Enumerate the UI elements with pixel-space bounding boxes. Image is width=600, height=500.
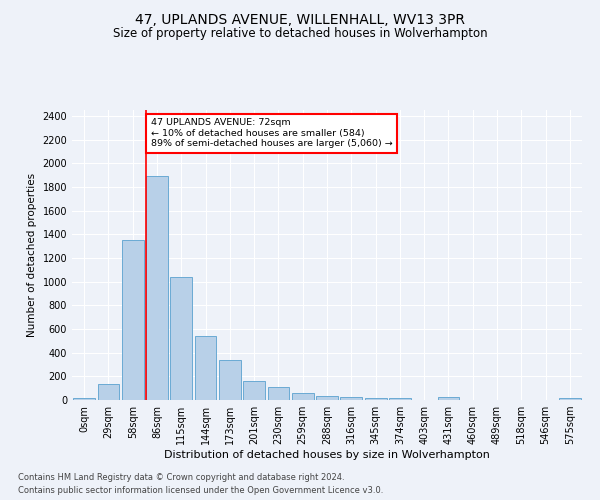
Bar bbox=[146, 176, 168, 400]
Bar bbox=[437, 397, 460, 400]
Bar bbox=[122, 240, 143, 400]
Y-axis label: Number of detached properties: Number of detached properties bbox=[27, 173, 37, 337]
Bar bbox=[389, 398, 411, 400]
Bar bbox=[97, 384, 119, 400]
Bar bbox=[292, 393, 314, 400]
Bar bbox=[194, 336, 217, 400]
Bar bbox=[219, 360, 241, 400]
Bar bbox=[316, 396, 338, 400]
Text: Contains HM Land Registry data © Crown copyright and database right 2024.: Contains HM Land Registry data © Crown c… bbox=[18, 474, 344, 482]
Bar bbox=[170, 277, 192, 400]
Bar bbox=[340, 397, 362, 400]
Bar bbox=[73, 398, 95, 400]
Text: Size of property relative to detached houses in Wolverhampton: Size of property relative to detached ho… bbox=[113, 28, 487, 40]
Bar bbox=[243, 381, 265, 400]
Bar bbox=[559, 398, 581, 400]
Bar bbox=[365, 398, 386, 400]
Text: 47, UPLANDS AVENUE, WILLENHALL, WV13 3PR: 47, UPLANDS AVENUE, WILLENHALL, WV13 3PR bbox=[135, 12, 465, 26]
Text: Contains public sector information licensed under the Open Government Licence v3: Contains public sector information licen… bbox=[18, 486, 383, 495]
X-axis label: Distribution of detached houses by size in Wolverhampton: Distribution of detached houses by size … bbox=[164, 450, 490, 460]
Bar bbox=[268, 387, 289, 400]
Text: 47 UPLANDS AVENUE: 72sqm
← 10% of detached houses are smaller (584)
89% of semi-: 47 UPLANDS AVENUE: 72sqm ← 10% of detach… bbox=[151, 118, 392, 148]
